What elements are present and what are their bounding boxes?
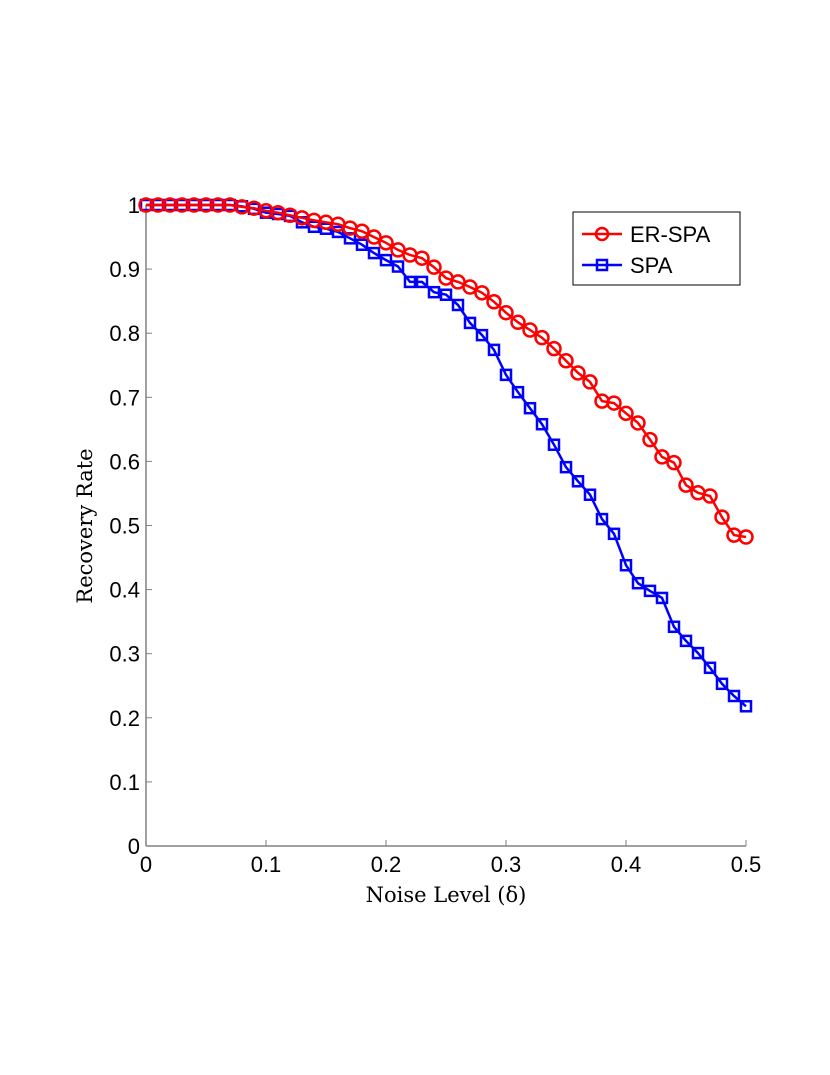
- y-tick-label: 0.2: [109, 706, 140, 731]
- y-tick-label: 0.1: [109, 770, 140, 795]
- y-axis-ticks: 0 0.1 0.2 0.3 0.4 0.5 0.6 0.7 0.8 0.9 1: [109, 193, 152, 859]
- legend-label-er-spa: ER-SPA: [630, 222, 711, 247]
- square-marker-icon: [427, 285, 441, 299]
- square-marker-icon: [499, 368, 513, 382]
- square-marker-icon: [439, 288, 453, 301]
- circle-marker-icon: [630, 415, 646, 431]
- square-marker-icon: [535, 417, 549, 431]
- circle-marker-icon: [678, 477, 694, 493]
- y-tick-label: 0.3: [109, 642, 140, 667]
- circle-marker-icon: [354, 223, 370, 240]
- y-tick-label: 1: [128, 193, 140, 218]
- x-axis-ticks: 0 0.1 0.2 0.3 0.4 0.5: [140, 840, 761, 877]
- circle-marker-icon: [606, 395, 622, 411]
- circle-marker-icon: [474, 285, 490, 301]
- circle-marker-icon: [378, 235, 394, 251]
- y-axis-title: Recovery Rate: [73, 448, 97, 603]
- square-marker-icon: [571, 475, 585, 488]
- square-marker-icon: [355, 238, 369, 251]
- circle-marker-icon: [618, 405, 634, 422]
- square-marker-icon: [643, 584, 657, 598]
- circle-marker-icon: [654, 449, 670, 465]
- y-tick-label: 0.8: [109, 321, 140, 346]
- square-marker-icon: [475, 328, 489, 342]
- series-layer: [138, 197, 754, 713]
- square-marker-icon: [691, 646, 705, 660]
- circle-marker-icon: [558, 353, 574, 369]
- y-tick-label: 0.7: [109, 385, 140, 410]
- square-marker-icon: [547, 438, 561, 451]
- circle-marker-icon: [366, 229, 382, 245]
- x-tick-label: 0.5: [731, 852, 762, 877]
- square-marker-icon: [463, 316, 477, 330]
- square-marker-icon: [595, 512, 609, 526]
- y-tick-label: 0: [128, 834, 140, 859]
- legend-item-spa: SPA: [582, 253, 673, 278]
- circle-marker-icon: [570, 365, 586, 381]
- square-marker-icon: [715, 677, 729, 691]
- circle-marker-icon: [738, 529, 754, 545]
- square-marker-icon: [451, 298, 465, 312]
- legend-box: [572, 211, 741, 286]
- x-tick-label: 0.3: [491, 852, 522, 877]
- y-tick-label: 0.5: [109, 514, 140, 539]
- plot-area: 0 0.1 0.2 0.3 0.4 0.5 00.10.20.30.40.50.60.70…: [109, 193, 761, 877]
- square-marker-icon: [367, 246, 381, 260]
- circle-marker-icon: [498, 304, 514, 321]
- square-marker-icon: [331, 225, 345, 239]
- circle-marker-icon: [534, 329, 550, 346]
- legend-label-spa: SPA: [630, 253, 673, 278]
- circle-marker-icon: [546, 340, 562, 357]
- circle-marker-icon: [426, 259, 442, 275]
- square-marker-icon: [391, 260, 405, 273]
- square-marker-icon: [511, 385, 525, 399]
- square-marker-icon: [655, 591, 669, 605]
- circle-marker-icon: [594, 226, 610, 242]
- x-axis-title: Noise Level (δ): [366, 883, 527, 907]
- square-marker-icon: [559, 460, 573, 474]
- square-marker-icon: [595, 258, 609, 272]
- legend-item-er-spa: ER-SPA: [582, 222, 711, 247]
- circle-marker-icon: [714, 509, 730, 525]
- square-marker-icon: [607, 527, 621, 541]
- square-marker-icon: [379, 253, 393, 267]
- square-marker-icon: [667, 620, 681, 634]
- x-tick-label: 0.2: [371, 852, 402, 877]
- circle-marker-icon: [510, 314, 526, 331]
- square-marker-icon: [403, 275, 417, 289]
- circle-marker-icon: [702, 488, 718, 504]
- square-marker-icon: [631, 576, 645, 590]
- circle-marker-icon: [666, 454, 682, 471]
- square-marker-icon: [415, 275, 429, 289]
- square-marker-icon: [703, 661, 717, 675]
- circle-marker-icon: [486, 294, 502, 310]
- square-marker-icon: [319, 222, 333, 235]
- square-marker-icon: [307, 220, 321, 234]
- square-marker-icon: [679, 634, 693, 648]
- square-marker-icon: [583, 488, 597, 501]
- circle-marker-icon: [414, 250, 430, 266]
- circle-marker-icon: [462, 279, 478, 295]
- x-tick-label: 0.1: [251, 852, 282, 877]
- square-marker-icon: [487, 343, 501, 357]
- series-er-spa: [138, 197, 754, 545]
- circle-marker-icon: [522, 322, 538, 338]
- legend: ER-SPA SPA: [572, 211, 741, 286]
- y-tick-label: 0.4: [109, 578, 140, 603]
- square-marker-icon: [727, 689, 741, 703]
- y-tick-label: 0.6: [109, 449, 140, 474]
- square-marker-icon: [739, 700, 753, 713]
- square-marker-icon: [619, 558, 633, 572]
- circle-marker-icon: [582, 374, 598, 390]
- square-marker-icon: [523, 401, 537, 415]
- y-tick-label: 0.9: [109, 257, 140, 282]
- x-tick-label: 0: [140, 852, 152, 877]
- circle-marker-icon: [642, 431, 658, 448]
- x-tick-label: 0.4: [611, 852, 642, 877]
